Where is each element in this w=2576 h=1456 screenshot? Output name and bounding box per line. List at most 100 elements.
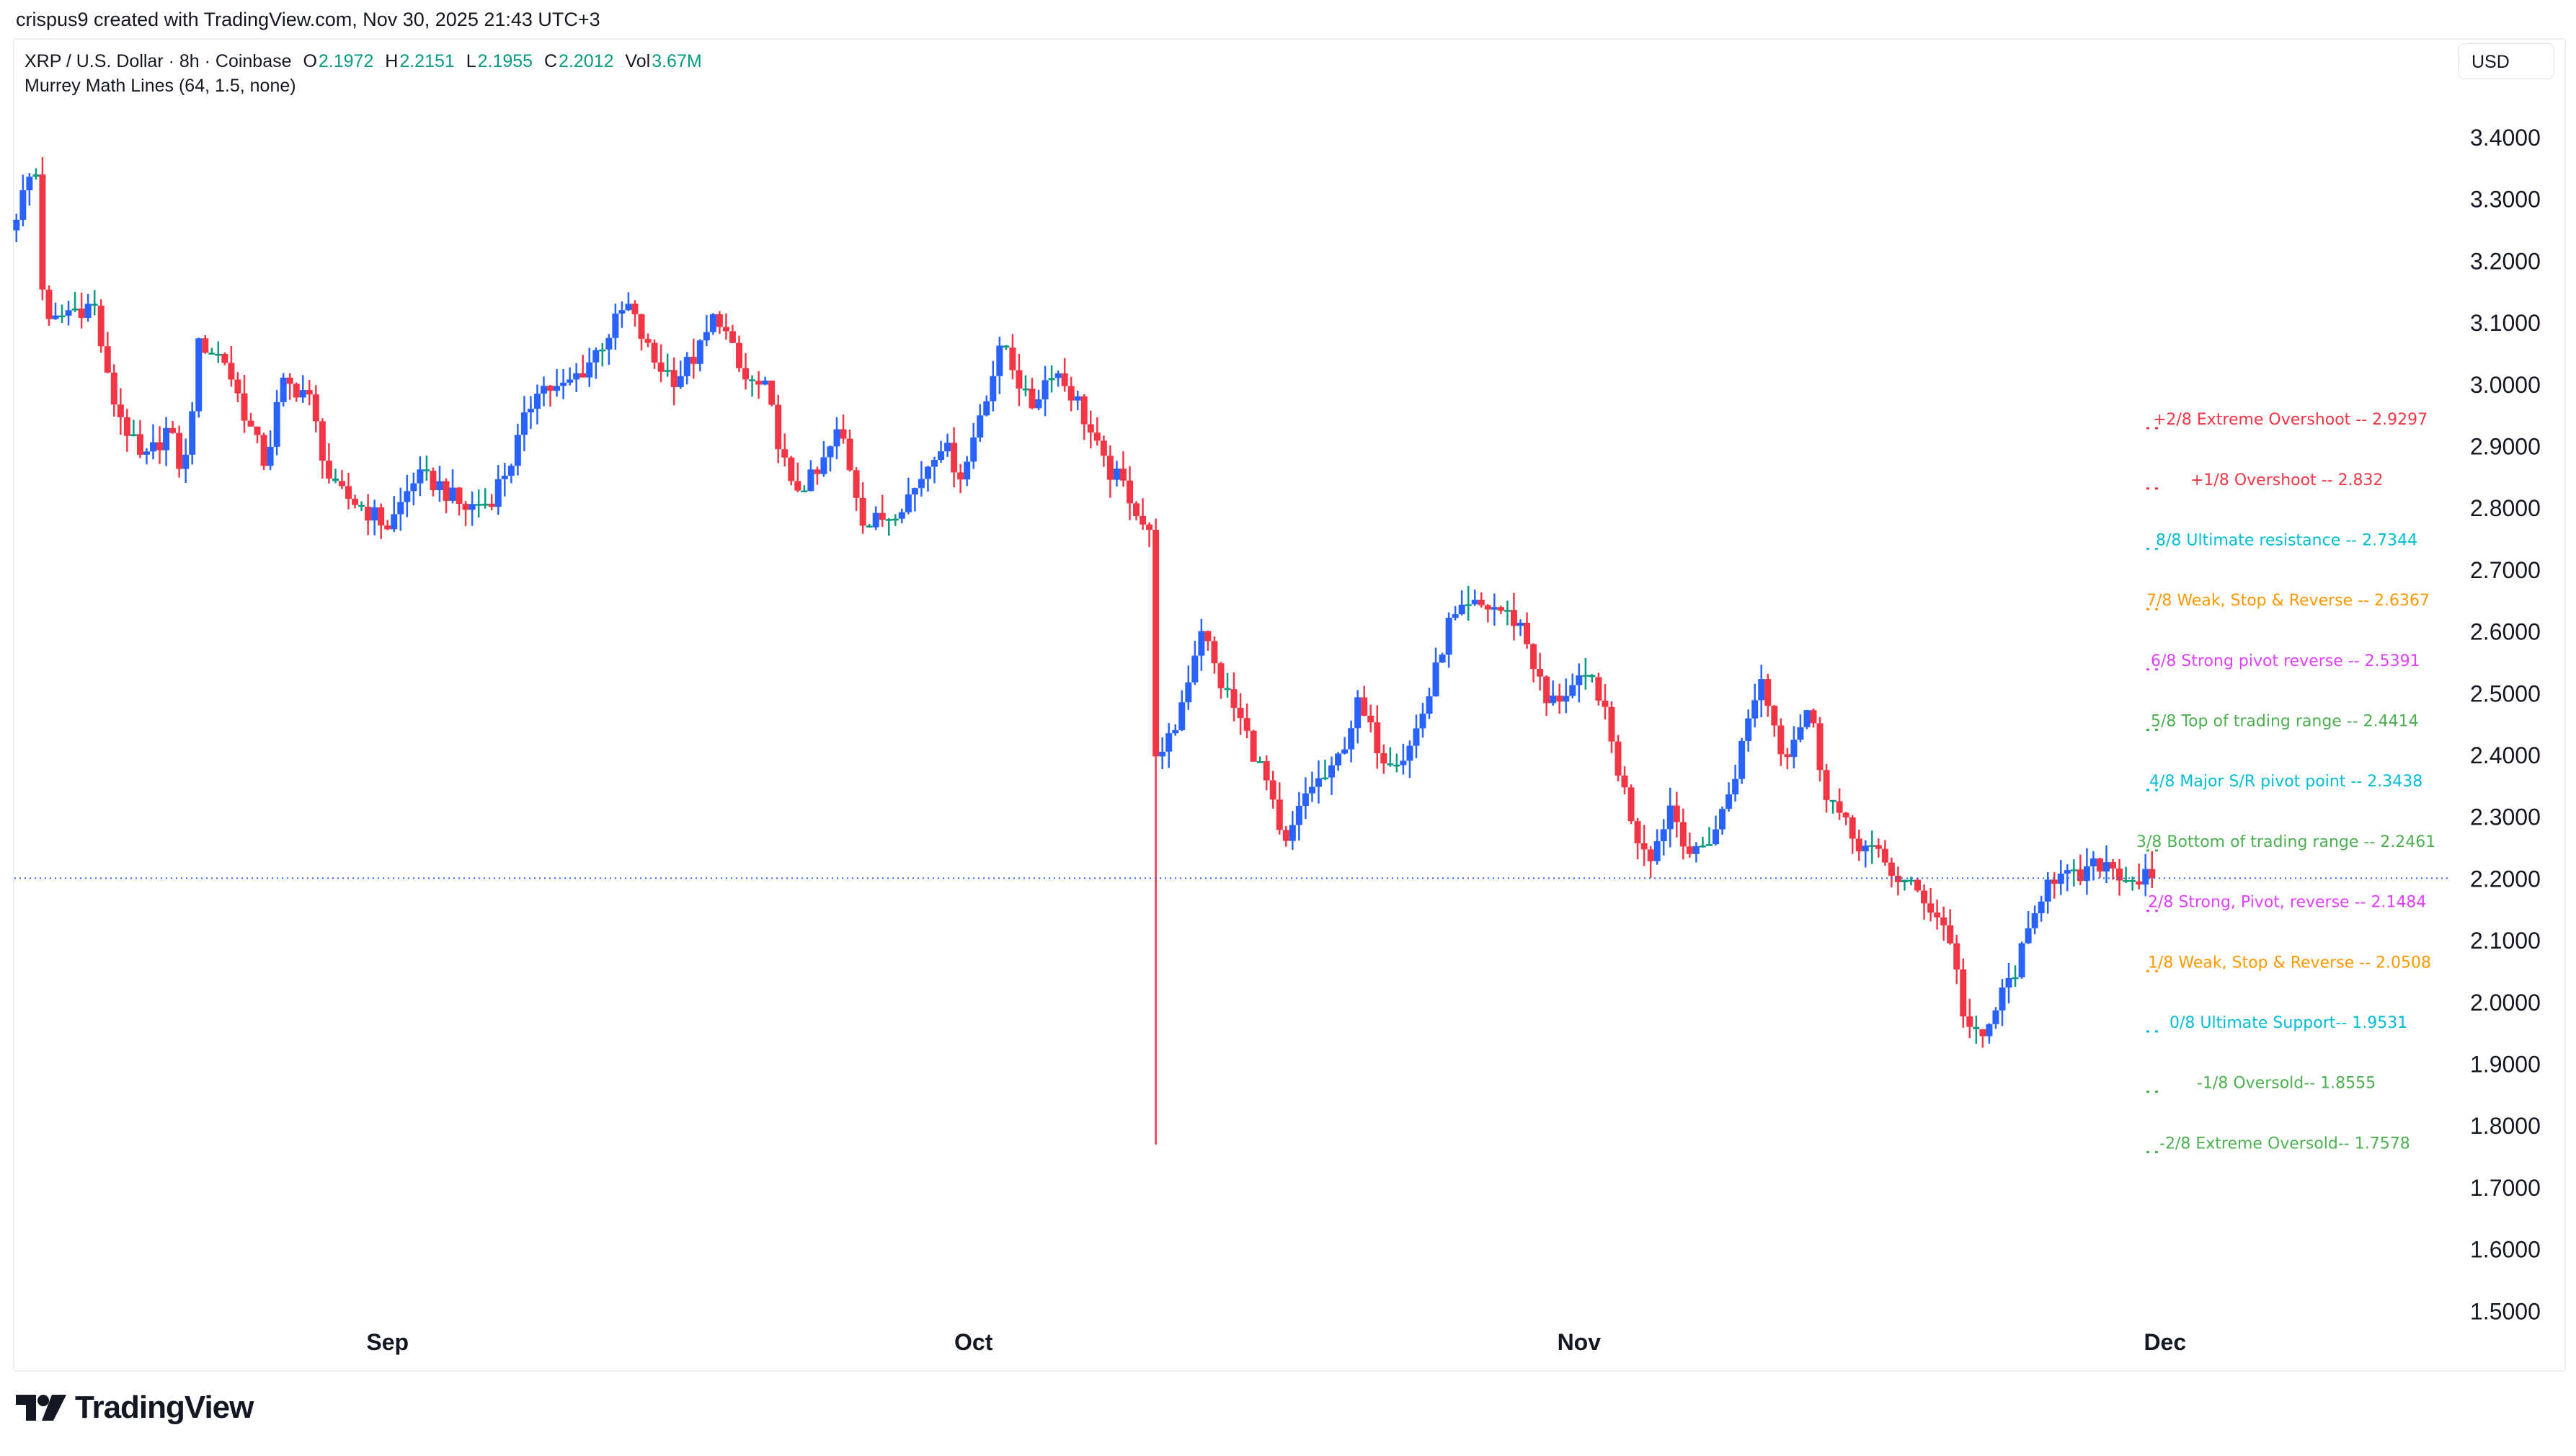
candle bbox=[638, 314, 645, 351]
indicator-title[interactable]: Murrey Math Lines (64, 1.5, none) bbox=[25, 76, 296, 96]
candle bbox=[273, 390, 280, 456]
candle bbox=[26, 173, 33, 206]
candle bbox=[827, 445, 834, 471]
candle bbox=[2012, 965, 2019, 987]
candle bbox=[267, 430, 274, 471]
candle-body bbox=[1771, 706, 1778, 726]
candle bbox=[573, 363, 580, 393]
candle bbox=[110, 364, 117, 417]
close-label: C bbox=[543, 51, 558, 71]
candle-body bbox=[1576, 675, 1583, 685]
candle-body bbox=[332, 478, 339, 481]
candle-body bbox=[384, 525, 391, 530]
candle-body bbox=[449, 487, 456, 501]
candle bbox=[892, 514, 899, 526]
candle bbox=[280, 373, 287, 407]
candle-body bbox=[1328, 765, 1336, 778]
candle-body bbox=[481, 503, 489, 506]
candle-body bbox=[1419, 714, 1426, 729]
candle bbox=[1504, 600, 1511, 626]
candle-body bbox=[293, 383, 300, 398]
candle bbox=[1478, 592, 1485, 608]
candle bbox=[1790, 726, 1798, 768]
candle-body bbox=[1198, 631, 1205, 656]
candle-body bbox=[1302, 793, 1309, 806]
price-tick-label: 3.2000 bbox=[2470, 248, 2541, 274]
candle bbox=[1563, 678, 1570, 714]
open-value: 2.1972 bbox=[318, 51, 374, 71]
candle-body bbox=[599, 349, 606, 352]
candle bbox=[58, 304, 66, 324]
candle-body bbox=[1875, 845, 1882, 849]
candle bbox=[1029, 378, 1036, 410]
price-tick-label: 1.9000 bbox=[2470, 1052, 2541, 1078]
candle-body bbox=[618, 310, 626, 314]
candle bbox=[1119, 451, 1127, 487]
candle-body bbox=[2142, 869, 2149, 885]
candle bbox=[2038, 895, 2045, 922]
candle bbox=[677, 360, 684, 389]
candle bbox=[1302, 777, 1309, 820]
candle-body bbox=[1960, 969, 1967, 1017]
candle-body bbox=[1341, 749, 1349, 754]
candle bbox=[1354, 690, 1362, 744]
candle-body bbox=[1237, 708, 1244, 719]
candle-body bbox=[1211, 641, 1218, 664]
candle-body bbox=[32, 174, 40, 177]
candle-body bbox=[1230, 689, 1238, 709]
candle bbox=[1380, 745, 1387, 774]
time-axis[interactable]: Sep Oct Nov Dec bbox=[366, 1329, 2186, 1355]
candle bbox=[391, 496, 398, 533]
candle bbox=[944, 433, 951, 457]
candle bbox=[1556, 683, 1563, 714]
candle-body bbox=[2129, 880, 2136, 882]
price-axis[interactable]: 3.4000 3.3000 3.2000 3.1000 3.0000 2.9000 2.80… bbox=[2470, 125, 2541, 1324]
candle-body bbox=[879, 512, 886, 520]
candle bbox=[2089, 851, 2097, 881]
candle bbox=[1627, 784, 1635, 825]
candle-body bbox=[71, 308, 79, 311]
candle-body bbox=[1504, 610, 1511, 612]
time-tick-label: Dec bbox=[2144, 1329, 2186, 1355]
currency-button[interactable]: USD bbox=[2458, 43, 2554, 79]
tradingview-logo[interactable]: TradingView bbox=[16, 1390, 254, 1426]
candle bbox=[1471, 590, 1478, 606]
candle-body bbox=[468, 504, 476, 510]
candle bbox=[1140, 498, 1147, 530]
murrey-label: 3/8 Bottom of trading range -- 2.2461 bbox=[2136, 833, 2435, 851]
candle bbox=[352, 494, 359, 509]
candle-body bbox=[247, 420, 254, 427]
candle bbox=[397, 487, 404, 531]
candle bbox=[885, 518, 892, 536]
candle bbox=[794, 462, 801, 492]
candle bbox=[136, 420, 143, 458]
candle-body bbox=[1790, 740, 1798, 758]
candle bbox=[846, 429, 853, 472]
candle bbox=[670, 357, 678, 406]
candle-body bbox=[84, 303, 92, 318]
symbol-title[interactable]: XRP / U.S. Dollar · 8h · Coinbase bbox=[25, 51, 292, 71]
candle-body bbox=[338, 481, 345, 487]
candle-body bbox=[1810, 710, 1817, 724]
murrey-label: 6/8 Strong pivot reverse -- 2.5391 bbox=[2151, 652, 2420, 670]
candle-body bbox=[520, 412, 528, 435]
candle bbox=[1211, 636, 1218, 674]
candle bbox=[1497, 605, 1504, 615]
candle bbox=[592, 347, 600, 379]
candle-body bbox=[1517, 622, 1524, 626]
candle bbox=[924, 466, 931, 492]
candle bbox=[1387, 747, 1394, 767]
price-tick-label: 1.6000 bbox=[2470, 1237, 2541, 1263]
candle bbox=[1439, 652, 1446, 663]
candle bbox=[182, 438, 190, 484]
candle bbox=[488, 494, 495, 510]
candle bbox=[683, 352, 690, 385]
candle-body bbox=[1666, 805, 1674, 830]
candle bbox=[1868, 830, 1875, 864]
candle-body bbox=[807, 469, 814, 492]
candle-body bbox=[657, 362, 665, 372]
candle-body bbox=[494, 479, 502, 507]
candle-body bbox=[1127, 480, 1133, 504]
candle bbox=[1100, 435, 1107, 467]
